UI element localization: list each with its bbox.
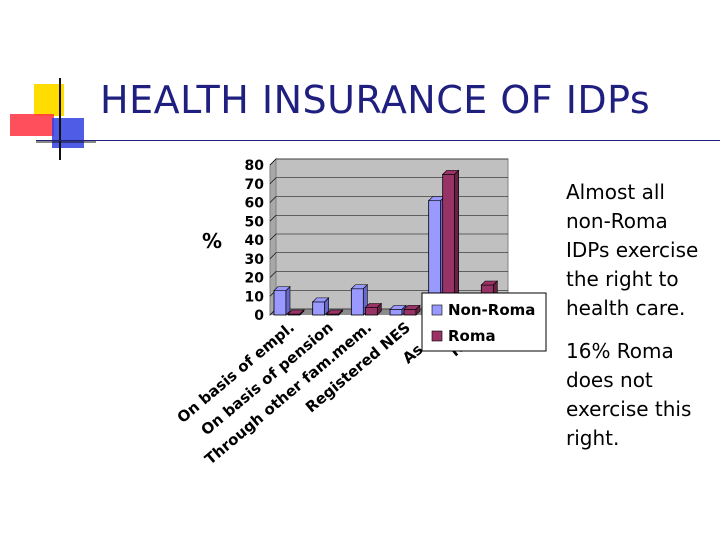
bar-non-roma: [312, 301, 326, 316]
logo-blue-square: [52, 118, 84, 148]
grid-line-side: [269, 252, 277, 259]
bar-non-roma: [389, 308, 403, 316]
bar-side: [324, 297, 329, 316]
y-tick-label: 20: [245, 271, 265, 287]
grid-line-side: [269, 158, 277, 166]
y-axis-label: %: [202, 229, 222, 253]
y-tick-label: 60: [245, 196, 265, 212]
bullet-item-1: Almost all non-Roma IDPs exercise the ri…: [566, 180, 699, 320]
bar-side: [338, 309, 343, 316]
grid-line-side: [269, 271, 277, 278]
bar-non-roma: [273, 290, 287, 316]
legend-box: [421, 292, 547, 352]
y-tick-label: 50: [245, 214, 265, 230]
legend-swatch: [431, 330, 443, 342]
y-tick-label: 10: [245, 289, 265, 305]
bullet-list: Almost all non-Roma IDPs exercise the ri…: [566, 178, 716, 467]
legend-label: Non-Roma: [448, 301, 535, 319]
decorative-logo: [10, 78, 96, 160]
bar-side: [285, 285, 291, 316]
bullet-item-2: 16% Roma does not exercise this right.: [566, 339, 692, 450]
y-tick-label: 0: [254, 308, 264, 324]
bar-non-roma: [350, 288, 364, 316]
grid-line-side: [269, 233, 277, 241]
y-tick-label: 40: [245, 233, 265, 249]
grid-line-side: [269, 177, 277, 184]
bar-side: [415, 304, 421, 316]
x-category-label: Through other fam.mem.: [201, 318, 375, 468]
bar-roma: [364, 307, 378, 316]
logo-red-bar: [10, 114, 54, 136]
bar-roma: [403, 308, 417, 316]
title-divider: [36, 140, 720, 141]
bar-side: [377, 302, 382, 316]
y-tick-label: 80: [245, 158, 265, 174]
legend-swatch: [431, 304, 443, 316]
grid-line-side: [269, 215, 277, 222]
grid-line-side: [269, 196, 277, 203]
bar-side: [299, 309, 305, 316]
y-tick-label: 70: [245, 177, 265, 193]
y-tick-label: 30: [245, 252, 265, 268]
legend-label: Roma: [448, 327, 496, 345]
slide-title: HEALTH INSURANCE OF IDPs: [100, 78, 651, 122]
